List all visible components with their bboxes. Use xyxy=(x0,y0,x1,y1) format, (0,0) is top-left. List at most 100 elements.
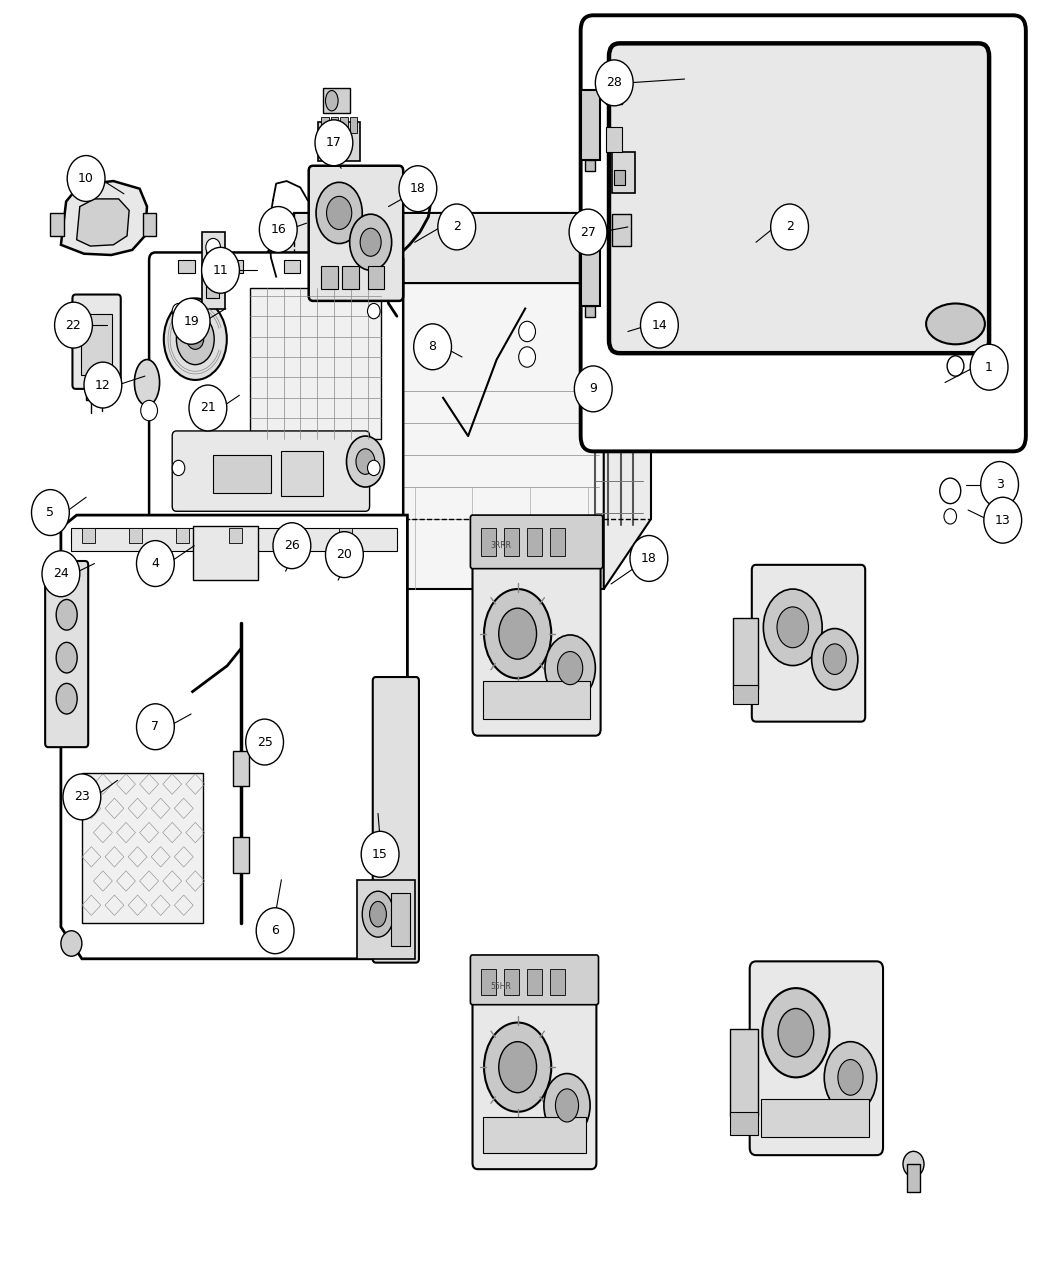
Bar xyxy=(357,880,415,959)
Ellipse shape xyxy=(777,607,808,648)
Bar xyxy=(483,1117,586,1153)
Text: 5: 5 xyxy=(46,506,55,519)
Circle shape xyxy=(273,523,311,569)
Ellipse shape xyxy=(346,436,384,487)
Bar xyxy=(250,288,381,439)
Ellipse shape xyxy=(370,901,386,927)
Bar xyxy=(281,451,323,496)
Ellipse shape xyxy=(362,891,394,937)
Circle shape xyxy=(595,60,633,106)
Circle shape xyxy=(315,120,353,166)
Bar xyxy=(226,260,243,273)
Bar xyxy=(82,528,94,543)
Text: 55HR: 55HR xyxy=(490,983,511,992)
FancyBboxPatch shape xyxy=(309,166,403,301)
Circle shape xyxy=(438,204,476,250)
Ellipse shape xyxy=(176,314,214,365)
Bar xyxy=(339,528,352,543)
Bar xyxy=(331,117,338,133)
Text: 20: 20 xyxy=(336,548,353,561)
FancyBboxPatch shape xyxy=(472,993,596,1169)
Text: 14: 14 xyxy=(651,319,668,332)
Bar xyxy=(612,152,635,193)
Bar xyxy=(733,618,758,688)
Circle shape xyxy=(970,344,1008,390)
Ellipse shape xyxy=(326,91,338,111)
Bar xyxy=(176,528,189,543)
Text: 4: 4 xyxy=(151,557,160,570)
Circle shape xyxy=(136,704,174,750)
Ellipse shape xyxy=(134,360,160,405)
Bar xyxy=(281,528,294,543)
Bar xyxy=(71,528,397,551)
Text: 1: 1 xyxy=(985,361,993,374)
Circle shape xyxy=(84,362,122,408)
Text: 3RRR: 3RRR xyxy=(490,542,511,551)
Ellipse shape xyxy=(141,400,158,421)
Ellipse shape xyxy=(206,238,220,256)
Bar xyxy=(730,1112,758,1135)
Bar xyxy=(550,528,565,556)
Bar xyxy=(340,117,348,133)
Ellipse shape xyxy=(57,683,78,714)
Text: 13: 13 xyxy=(995,514,1010,527)
Bar xyxy=(907,1164,920,1192)
Bar xyxy=(341,260,358,273)
Ellipse shape xyxy=(360,228,381,256)
Text: 11: 11 xyxy=(212,264,229,277)
Circle shape xyxy=(256,908,294,954)
Text: 16: 16 xyxy=(271,223,286,236)
Polygon shape xyxy=(61,515,407,959)
Ellipse shape xyxy=(519,321,536,342)
Bar xyxy=(350,117,357,133)
Text: 23: 23 xyxy=(74,790,90,803)
Bar xyxy=(213,455,271,493)
Ellipse shape xyxy=(812,629,858,690)
Circle shape xyxy=(32,490,69,536)
Bar xyxy=(730,1029,758,1116)
Text: 2: 2 xyxy=(453,221,461,233)
Ellipse shape xyxy=(172,460,185,476)
Text: 21: 21 xyxy=(200,402,216,414)
Ellipse shape xyxy=(903,1151,924,1177)
Polygon shape xyxy=(77,199,129,246)
Ellipse shape xyxy=(926,303,985,344)
Bar xyxy=(527,528,542,556)
Ellipse shape xyxy=(558,652,583,685)
FancyBboxPatch shape xyxy=(750,961,883,1155)
Bar xyxy=(606,71,622,103)
Bar xyxy=(229,528,242,543)
FancyBboxPatch shape xyxy=(609,43,989,353)
Ellipse shape xyxy=(316,182,362,244)
Bar xyxy=(504,969,519,994)
Text: 28: 28 xyxy=(606,76,623,89)
Text: 6: 6 xyxy=(271,924,279,937)
Bar xyxy=(585,161,595,171)
Circle shape xyxy=(771,204,808,250)
Bar xyxy=(233,751,250,787)
Ellipse shape xyxy=(940,478,961,504)
Circle shape xyxy=(259,207,297,252)
Bar xyxy=(342,266,359,289)
Bar xyxy=(504,528,519,556)
Bar xyxy=(82,773,203,923)
Text: 18: 18 xyxy=(410,182,426,195)
Ellipse shape xyxy=(484,589,551,678)
Ellipse shape xyxy=(519,347,536,367)
Ellipse shape xyxy=(545,635,595,701)
Ellipse shape xyxy=(544,1074,590,1137)
Ellipse shape xyxy=(368,460,380,476)
Text: 24: 24 xyxy=(52,567,69,580)
Bar xyxy=(606,126,622,152)
Ellipse shape xyxy=(823,644,846,674)
Ellipse shape xyxy=(944,509,957,524)
Bar xyxy=(321,266,338,289)
Bar xyxy=(733,685,758,704)
Text: 25: 25 xyxy=(256,736,273,748)
Circle shape xyxy=(981,462,1018,507)
Circle shape xyxy=(202,247,239,293)
Text: 9: 9 xyxy=(589,382,597,395)
Bar xyxy=(284,260,300,273)
FancyBboxPatch shape xyxy=(373,677,419,963)
Circle shape xyxy=(326,532,363,578)
